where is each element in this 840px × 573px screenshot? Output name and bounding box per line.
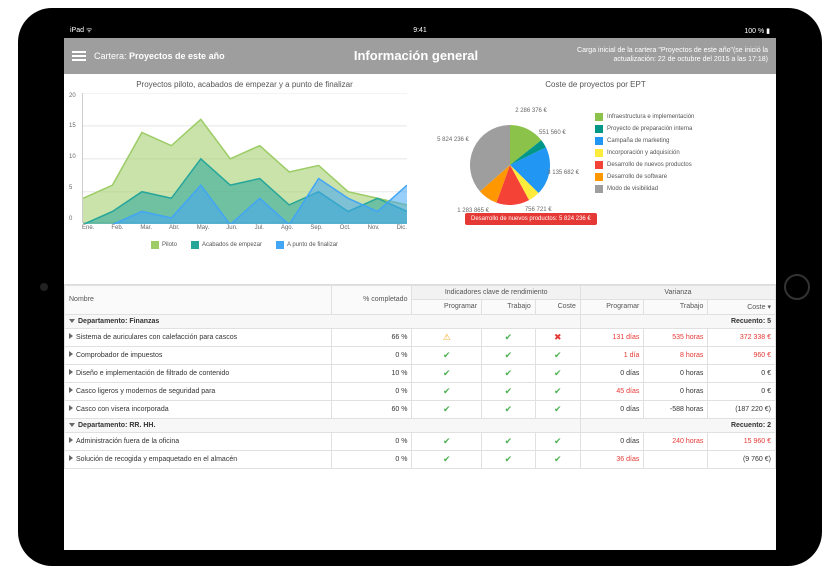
col-kpi-cost[interactable]: Coste bbox=[535, 299, 580, 314]
col-kpi-sched[interactable]: Programar bbox=[412, 299, 482, 314]
area-chart-legend: Piloto Acabados de empezar A punto de fina… bbox=[74, 241, 415, 249]
table-row[interactable]: Sistema de auriculares con calefacción p… bbox=[65, 328, 776, 346]
app-header: Cartera: Proyectos de este año Informaci… bbox=[64, 38, 776, 74]
col-var-sched[interactable]: Programar bbox=[580, 299, 643, 314]
table-row[interactable]: Administración fuera de la oficina 0 % ✔… bbox=[65, 432, 776, 450]
area-chart: 20151050 bbox=[82, 93, 407, 223]
legend-item[interactable]: Modo de visibilidad bbox=[595, 185, 694, 193]
battery-icon: ▮ bbox=[766, 28, 770, 35]
pie-tooltip: Desarrollo de nuevos productos: 5 824 23… bbox=[465, 213, 597, 225]
carrier-label: iPad bbox=[70, 27, 84, 34]
legend-item[interactable]: Piloto bbox=[151, 241, 177, 249]
col-group-var: Varianza bbox=[580, 285, 775, 299]
col-kpi-work[interactable]: Trabajo bbox=[482, 299, 536, 314]
area-chart-panel: Proyectos piloto, acabados de empezar y … bbox=[74, 80, 415, 278]
legend-item[interactable]: Infraestructura e implementación bbox=[595, 113, 694, 121]
col-group-kpi: Indicadores clave de rendimiento bbox=[412, 285, 580, 299]
wifi-icon: ᯤ bbox=[86, 27, 92, 34]
table-row[interactable]: Solución de recogida y empaquetado en el… bbox=[65, 450, 776, 468]
page-title: Información general bbox=[274, 48, 558, 63]
department-row[interactable]: Departamento: Finanzas Recuento: 5 bbox=[65, 314, 776, 328]
legend-item[interactable]: Proyecto de preparación interna bbox=[595, 125, 694, 133]
screen: iPad ᯤ 9:41 100 % ▮ Cartera: Proyectos d… bbox=[64, 24, 776, 550]
pie-chart-legend: Infraestructura e implementación Proyecto… bbox=[595, 93, 694, 243]
tablet-frame: iPad ᯤ 9:41 100 % ▮ Cartera: Proyectos d… bbox=[18, 8, 822, 566]
col-name[interactable]: Nombre bbox=[65, 285, 332, 314]
header-notice: Carga inicial de la cartera "Proyectos d… bbox=[558, 47, 768, 64]
legend-item[interactable]: Acabados de empezar bbox=[191, 241, 262, 249]
table-row[interactable]: Diseño e implementación de filtrado de c… bbox=[65, 364, 776, 382]
legend-item[interactable]: Desarrollo de nuevos productos bbox=[595, 161, 694, 169]
table-row[interactable]: Casco con visera incorporada 60 % ✔ ✔ ✔ … bbox=[65, 400, 776, 418]
pie-chart-panel: Coste de proyectos por EPT 2 286 376 €55… bbox=[425, 80, 766, 278]
legend-item[interactable]: A punto de finalizar bbox=[276, 241, 338, 249]
chevron-down-icon: ▾ bbox=[767, 304, 771, 311]
area-chart-xaxis: Ene.Feb.Mar.Abr.May.Jun.Jul.Ago.Sep.Oct.… bbox=[82, 225, 407, 231]
legend-item[interactable]: Campaña de marketing bbox=[595, 137, 694, 145]
status-bar: iPad ᯤ 9:41 100 % ▮ bbox=[64, 24, 776, 38]
projects-table: Nombre % completado Indicadores clave de… bbox=[64, 284, 776, 550]
table-row[interactable]: Casco ligeros y modernos de seguridad pa… bbox=[65, 382, 776, 400]
menu-icon[interactable] bbox=[72, 49, 86, 63]
department-row[interactable]: Departamento: RR. HH. Recuento: 2 bbox=[65, 418, 776, 432]
legend-item[interactable]: Desarrollo de software bbox=[595, 173, 694, 181]
camera-dot bbox=[40, 283, 48, 291]
pie-chart-title: Coste de proyectos por EPT bbox=[425, 80, 766, 89]
breadcrumb[interactable]: Cartera: Proyectos de este año bbox=[94, 51, 274, 61]
breadcrumb-label: Cartera: bbox=[94, 51, 127, 61]
home-button[interactable] bbox=[784, 274, 810, 300]
area-chart-title: Proyectos piloto, acabados de empezar y … bbox=[74, 80, 415, 89]
col-var-cost[interactable]: Coste ▾ bbox=[708, 299, 776, 314]
breadcrumb-value: Proyectos de este año bbox=[129, 51, 225, 61]
col-var-work[interactable]: Trabajo bbox=[644, 299, 708, 314]
table-row[interactable]: Comprobador de impuestos 0 % ✔ ✔ ✔ 1 día… bbox=[65, 346, 776, 364]
battery-pct: 100 % bbox=[744, 28, 764, 35]
legend-item[interactable]: Incorporación y adquisición bbox=[595, 149, 694, 157]
col-pct[interactable]: % completado bbox=[332, 285, 412, 314]
clock: 9:41 bbox=[413, 27, 427, 34]
pie-chart: 2 286 376 €551 560 €3 135 682 €756 721 €… bbox=[425, 93, 595, 243]
